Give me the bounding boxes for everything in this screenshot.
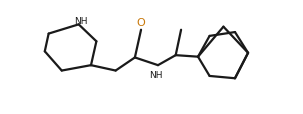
Text: NH: NH [149,70,162,79]
Text: O: O [137,18,145,27]
Text: NH: NH [74,17,88,26]
